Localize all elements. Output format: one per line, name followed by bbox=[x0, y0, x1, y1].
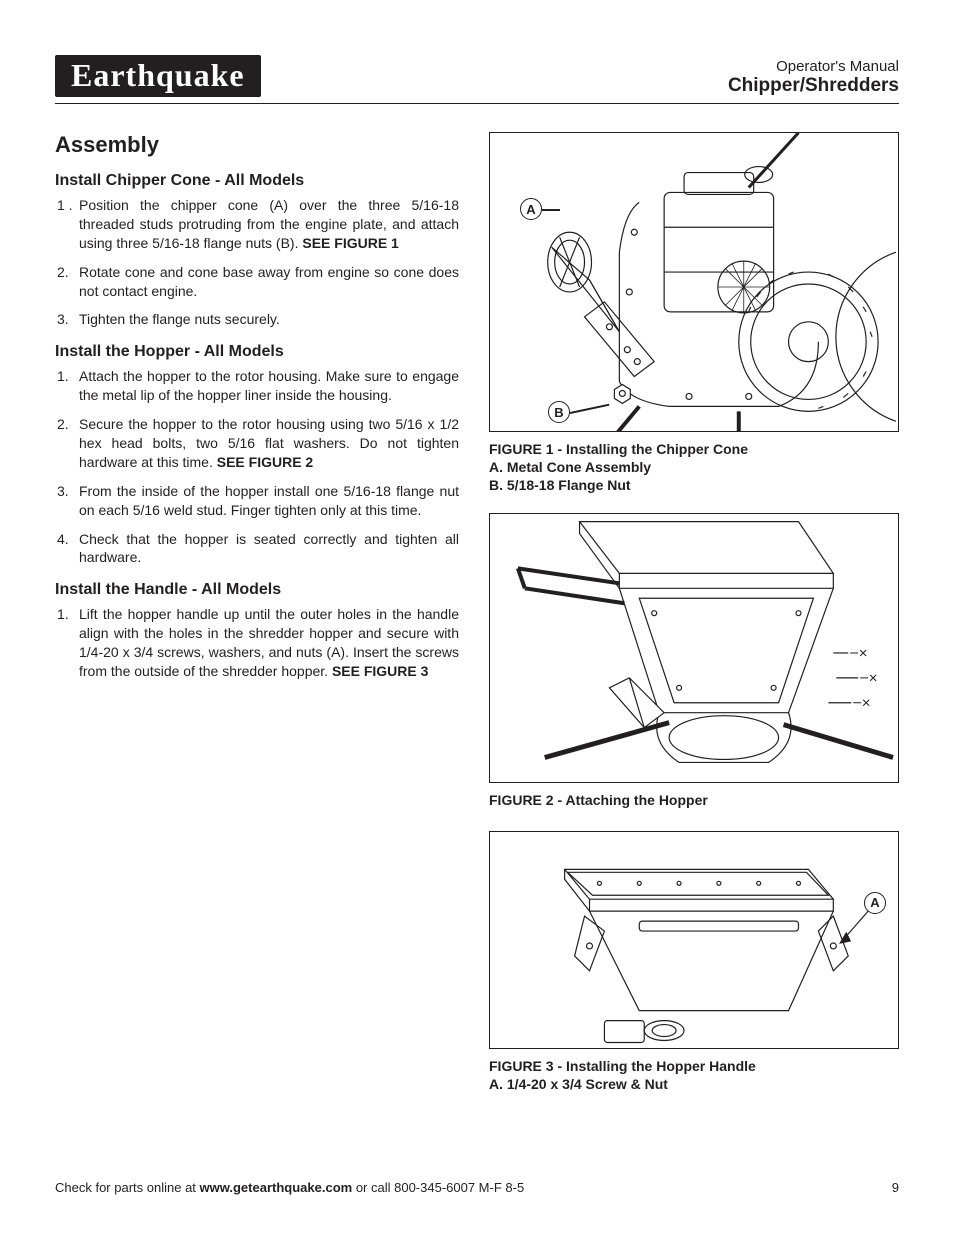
step: Secure the hopper to the rotor housing u… bbox=[55, 415, 459, 472]
fig1-title: FIGURE 1 - Installing the Chipper Cone bbox=[489, 440, 899, 458]
callout-a-arrow bbox=[542, 209, 560, 211]
figure-1-drawing bbox=[490, 132, 898, 432]
product-name: Chipper/Shredders bbox=[728, 75, 899, 97]
fig1-a: A. Metal Cone Assembly bbox=[489, 458, 899, 476]
footer-url: www.getearthquake.com bbox=[200, 1180, 353, 1195]
brand-logo: Earthquake bbox=[55, 55, 261, 97]
manual-type: Operator's Manual bbox=[728, 58, 899, 75]
page-header: Earthquake Operator's Manual Chipper/Shr… bbox=[55, 55, 899, 104]
figure-3: A bbox=[489, 831, 899, 1049]
fig3-a: A. 1/4-20 x 3/4 Screw & Nut bbox=[489, 1075, 899, 1093]
figure-1-caption: FIGURE 1 - Installing the Chipper Cone A… bbox=[489, 440, 899, 495]
step: Rotate cone and cone base away from engi… bbox=[55, 263, 459, 301]
step-text: Position the chipper cone (A) over the t… bbox=[79, 197, 459, 251]
figure-3-drawing bbox=[490, 831, 898, 1049]
figure-2-caption: FIGURE 2 - Attaching the Hopper bbox=[489, 791, 899, 809]
step: Tighten the flange nuts securely. bbox=[55, 310, 459, 329]
step-text: From the inside of the hopper install on… bbox=[79, 483, 459, 518]
right-column: A B FIGURE 1 - Installing the Chipper Co… bbox=[489, 132, 899, 1093]
fig2-title: FIGURE 2 - Attaching the Hopper bbox=[489, 791, 899, 809]
step-text: Rotate cone and cone base away from engi… bbox=[79, 264, 459, 299]
figure-3-caption: FIGURE 3 - Installing the Hopper Handle … bbox=[489, 1057, 899, 1093]
callout-b: B bbox=[548, 401, 570, 423]
figure-2 bbox=[489, 513, 899, 783]
callout-a-fig3: A bbox=[864, 892, 886, 914]
step-bold: SEE FIGURE 3 bbox=[332, 663, 428, 679]
steps-hopper: Attach the hopper to the rotor housing. … bbox=[55, 367, 459, 567]
subsection-handle: Install the Handle - All Models bbox=[55, 581, 459, 599]
steps-cone: Position the chipper cone (A) over the t… bbox=[55, 196, 459, 329]
steps-handle: Lift the hopper handle up until the oute… bbox=[55, 605, 459, 681]
callout-a: A bbox=[520, 198, 542, 220]
page-footer: Check for parts online at www.getearthqu… bbox=[55, 1180, 899, 1195]
step: Attach the hopper to the rotor housing. … bbox=[55, 367, 459, 405]
content-area: Assembly Install Chipper Cone - All Mode… bbox=[55, 132, 899, 1093]
figure-2-drawing bbox=[490, 513, 898, 783]
footer-text: Check for parts online at www.getearthqu… bbox=[55, 1180, 524, 1195]
step: From the inside of the hopper install on… bbox=[55, 482, 459, 520]
subsection-hopper: Install the Hopper - All Models bbox=[55, 343, 459, 361]
step-bold: SEE FIGURE 1 bbox=[302, 235, 398, 251]
page-number: 9 bbox=[892, 1180, 899, 1195]
step: Position the chipper cone (A) over the t… bbox=[55, 196, 459, 253]
step: Lift the hopper handle up until the oute… bbox=[55, 605, 459, 681]
step-text: Tighten the flange nuts securely. bbox=[79, 311, 280, 327]
section-title-assembly: Assembly bbox=[55, 132, 459, 158]
left-column: Assembly Install Chipper Cone - All Mode… bbox=[55, 132, 459, 1093]
figure-1: A B bbox=[489, 132, 899, 432]
header-right: Operator's Manual Chipper/Shredders bbox=[728, 58, 899, 97]
fig3-title: FIGURE 3 - Installing the Hopper Handle bbox=[489, 1057, 899, 1075]
footer-prefix: Check for parts online at bbox=[55, 1180, 200, 1195]
subsection-cone: Install Chipper Cone - All Models bbox=[55, 172, 459, 190]
step-bold: SEE FIGURE 2 bbox=[217, 454, 313, 470]
step-text: Attach the hopper to the rotor housing. … bbox=[79, 368, 459, 403]
footer-suffix: or call 800-345-6007 M-F 8-5 bbox=[352, 1180, 524, 1195]
step-text: Check that the hopper is seated correctl… bbox=[79, 531, 459, 566]
step: Check that the hopper is seated correctl… bbox=[55, 530, 459, 568]
fig1-b: B. 5/18-18 Flange Nut bbox=[489, 476, 899, 494]
